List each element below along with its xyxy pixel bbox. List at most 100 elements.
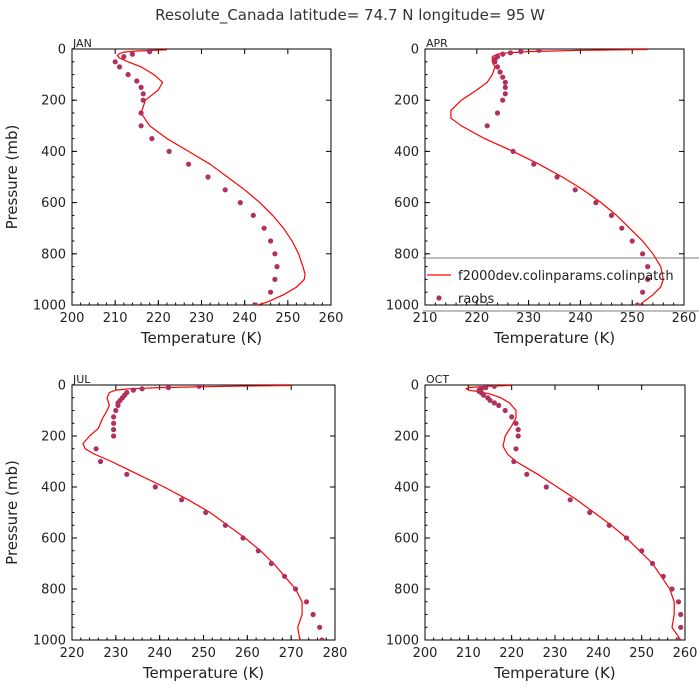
raob-point	[619, 225, 625, 231]
raob-point	[166, 148, 172, 154]
raob-point	[660, 573, 666, 579]
legend: f2000dev.colinparams.colinpatch raobs	[423, 257, 699, 312]
raob-point	[139, 386, 145, 392]
raob-point	[268, 289, 274, 295]
x-tick-label: 220	[464, 311, 489, 326]
x-tick-label: 220	[499, 646, 524, 661]
raob-point	[250, 212, 256, 218]
y-tick-label: 0	[411, 43, 419, 58]
raob-point	[587, 509, 593, 516]
raob-point	[129, 51, 135, 57]
x-tick-label: 200	[413, 646, 438, 661]
y-tick-label: 800	[394, 247, 419, 262]
x-tick-label: 230	[516, 311, 541, 326]
raob-point	[252, 302, 259, 305]
y-tick-label: 1000	[33, 299, 66, 314]
x-axis-label: Temperature (K)	[493, 329, 615, 347]
raob-point	[502, 91, 508, 97]
raob-point	[261, 225, 267, 231]
raob-point	[480, 392, 487, 398]
y-tick-label: 400	[41, 481, 66, 496]
raob-point	[147, 49, 153, 55]
raob-point	[138, 110, 144, 116]
raob-point	[121, 54, 127, 60]
raob-point	[186, 161, 192, 167]
x-tick-label: 240	[586, 646, 611, 661]
model-profile-line	[450, 49, 664, 305]
x-tick-label: 240	[147, 646, 172, 661]
raob-point	[502, 407, 508, 414]
raob-point	[669, 586, 675, 592]
raob-point	[317, 624, 323, 630]
y-tick-label: 0	[411, 379, 419, 394]
x-tick-label: 240	[232, 311, 257, 326]
raob-point	[623, 535, 630, 541]
raob-point	[513, 420, 519, 426]
raob-point	[483, 385, 489, 391]
x-tick-label: 210	[413, 311, 438, 326]
raob-point	[675, 599, 682, 605]
model-profile-line	[465, 385, 682, 640]
panels: 200 210 220 230 240 250 260 0 200 400 600 800 1000 JA…	[3, 37, 699, 682]
raob-point	[515, 427, 521, 433]
raob-point	[116, 64, 123, 70]
legend-marker-swatch	[436, 295, 442, 301]
raob-point	[645, 276, 651, 282]
raob-point	[491, 400, 497, 406]
x-tick-label: 240	[568, 311, 593, 326]
raob-point	[678, 611, 684, 618]
raob-point	[507, 50, 514, 56]
y-tick-label: 200	[41, 430, 66, 445]
raob-point	[115, 402, 121, 408]
raob-point	[502, 84, 508, 90]
x-tick-label: 250	[620, 311, 645, 326]
raob-point	[282, 573, 288, 579]
raob-point	[93, 446, 99, 452]
panel-label: OCT	[426, 373, 449, 386]
legend-label-model: f2000dev.colinparams.colinpatch	[458, 269, 674, 284]
panel-label: APR	[426, 37, 448, 50]
raob-point	[134, 78, 140, 84]
raob-point	[140, 97, 146, 103]
raob-point	[272, 251, 278, 257]
x-tick-label: 250	[275, 311, 300, 326]
raob-point	[240, 535, 246, 541]
raob-point	[222, 522, 228, 528]
chart-panel-jul: 220 230 240 250 260 270 280 0 200 400 600 800 1000 JU…	[3, 373, 347, 682]
raob-point	[113, 407, 119, 414]
x-axis-label: Temperature (K)	[142, 664, 264, 682]
raob-point	[310, 611, 316, 618]
raob-point	[484, 123, 490, 129]
raob-point	[497, 69, 503, 75]
raob-point	[205, 174, 211, 180]
raob-point	[645, 264, 651, 270]
raob-point	[629, 238, 635, 244]
raob-point	[513, 446, 519, 452]
raob-point	[536, 49, 542, 53]
y-tick-label: 600	[41, 196, 66, 211]
raob-point	[111, 433, 117, 439]
raob-point	[640, 289, 646, 295]
raob-point	[292, 586, 299, 592]
x-tick-label: 230	[103, 646, 128, 661]
plot-data	[112, 49, 306, 305]
raob-point	[255, 548, 261, 554]
y-axis-label: Pressure (mb)	[3, 460, 21, 565]
x-axis-label: Temperature (K)	[140, 329, 262, 347]
raob-point	[593, 200, 599, 206]
raob-point	[149, 136, 155, 142]
raob-point	[140, 91, 146, 97]
model-profile-line	[116, 49, 306, 305]
raob-point	[111, 427, 117, 433]
raob-point	[524, 471, 530, 477]
raob-point	[124, 471, 130, 477]
raob-point	[111, 420, 117, 426]
y-tick-label: 600	[394, 532, 419, 547]
raob-point	[511, 458, 517, 465]
y-tick-label: 800	[394, 583, 419, 598]
x-tick-label: 280	[323, 646, 348, 661]
raob-point	[237, 200, 243, 206]
x-axis-label: Temperature (K)	[493, 664, 615, 682]
raob-point	[222, 187, 228, 193]
